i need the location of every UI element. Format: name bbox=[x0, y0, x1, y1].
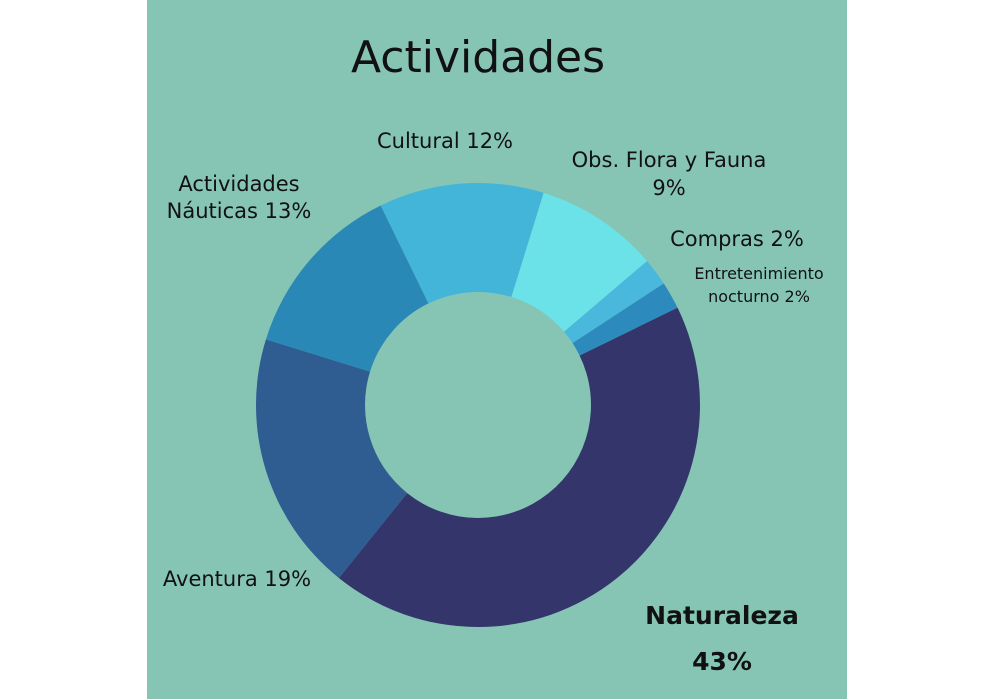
slice-labels: Naturaleza 43% Aventura 19% Actividades Náut… bbox=[163, 129, 824, 676]
slice-compras bbox=[564, 261, 664, 344]
slice-actividades-nauticas bbox=[265, 205, 429, 372]
chart-title: Actividades bbox=[351, 32, 605, 83]
label-entretenimiento-nocturno: Entretenimiento nocturno 2% bbox=[694, 264, 823, 306]
slice-entretenimiento-nocturno bbox=[572, 283, 678, 356]
slice-cultural bbox=[380, 183, 544, 304]
slice-obs-flora-y-fauna bbox=[511, 192, 648, 332]
pie-slices bbox=[256, 183, 700, 627]
label-naturaleza: Naturaleza 43% bbox=[645, 601, 799, 676]
label-cultural: Cultural 12% bbox=[377, 129, 513, 153]
chart-panel: Actividades Naturaleza 43% Aventura 19% Act… bbox=[147, 0, 847, 699]
donut-chart: Actividades Naturaleza 43% Aventura 19% Act… bbox=[163, 32, 824, 676]
label-obs-flora-y-fauna: Obs. Flora y Fauna 9% bbox=[572, 148, 767, 200]
label-aventura: Aventura 19% bbox=[163, 567, 311, 591]
label-actividades-nauticas: Actividades Náuticas 13% bbox=[167, 172, 312, 223]
label-compras: Compras 2% bbox=[670, 227, 804, 251]
slice-aventura bbox=[256, 339, 408, 579]
slice-naturaleza bbox=[338, 307, 700, 627]
